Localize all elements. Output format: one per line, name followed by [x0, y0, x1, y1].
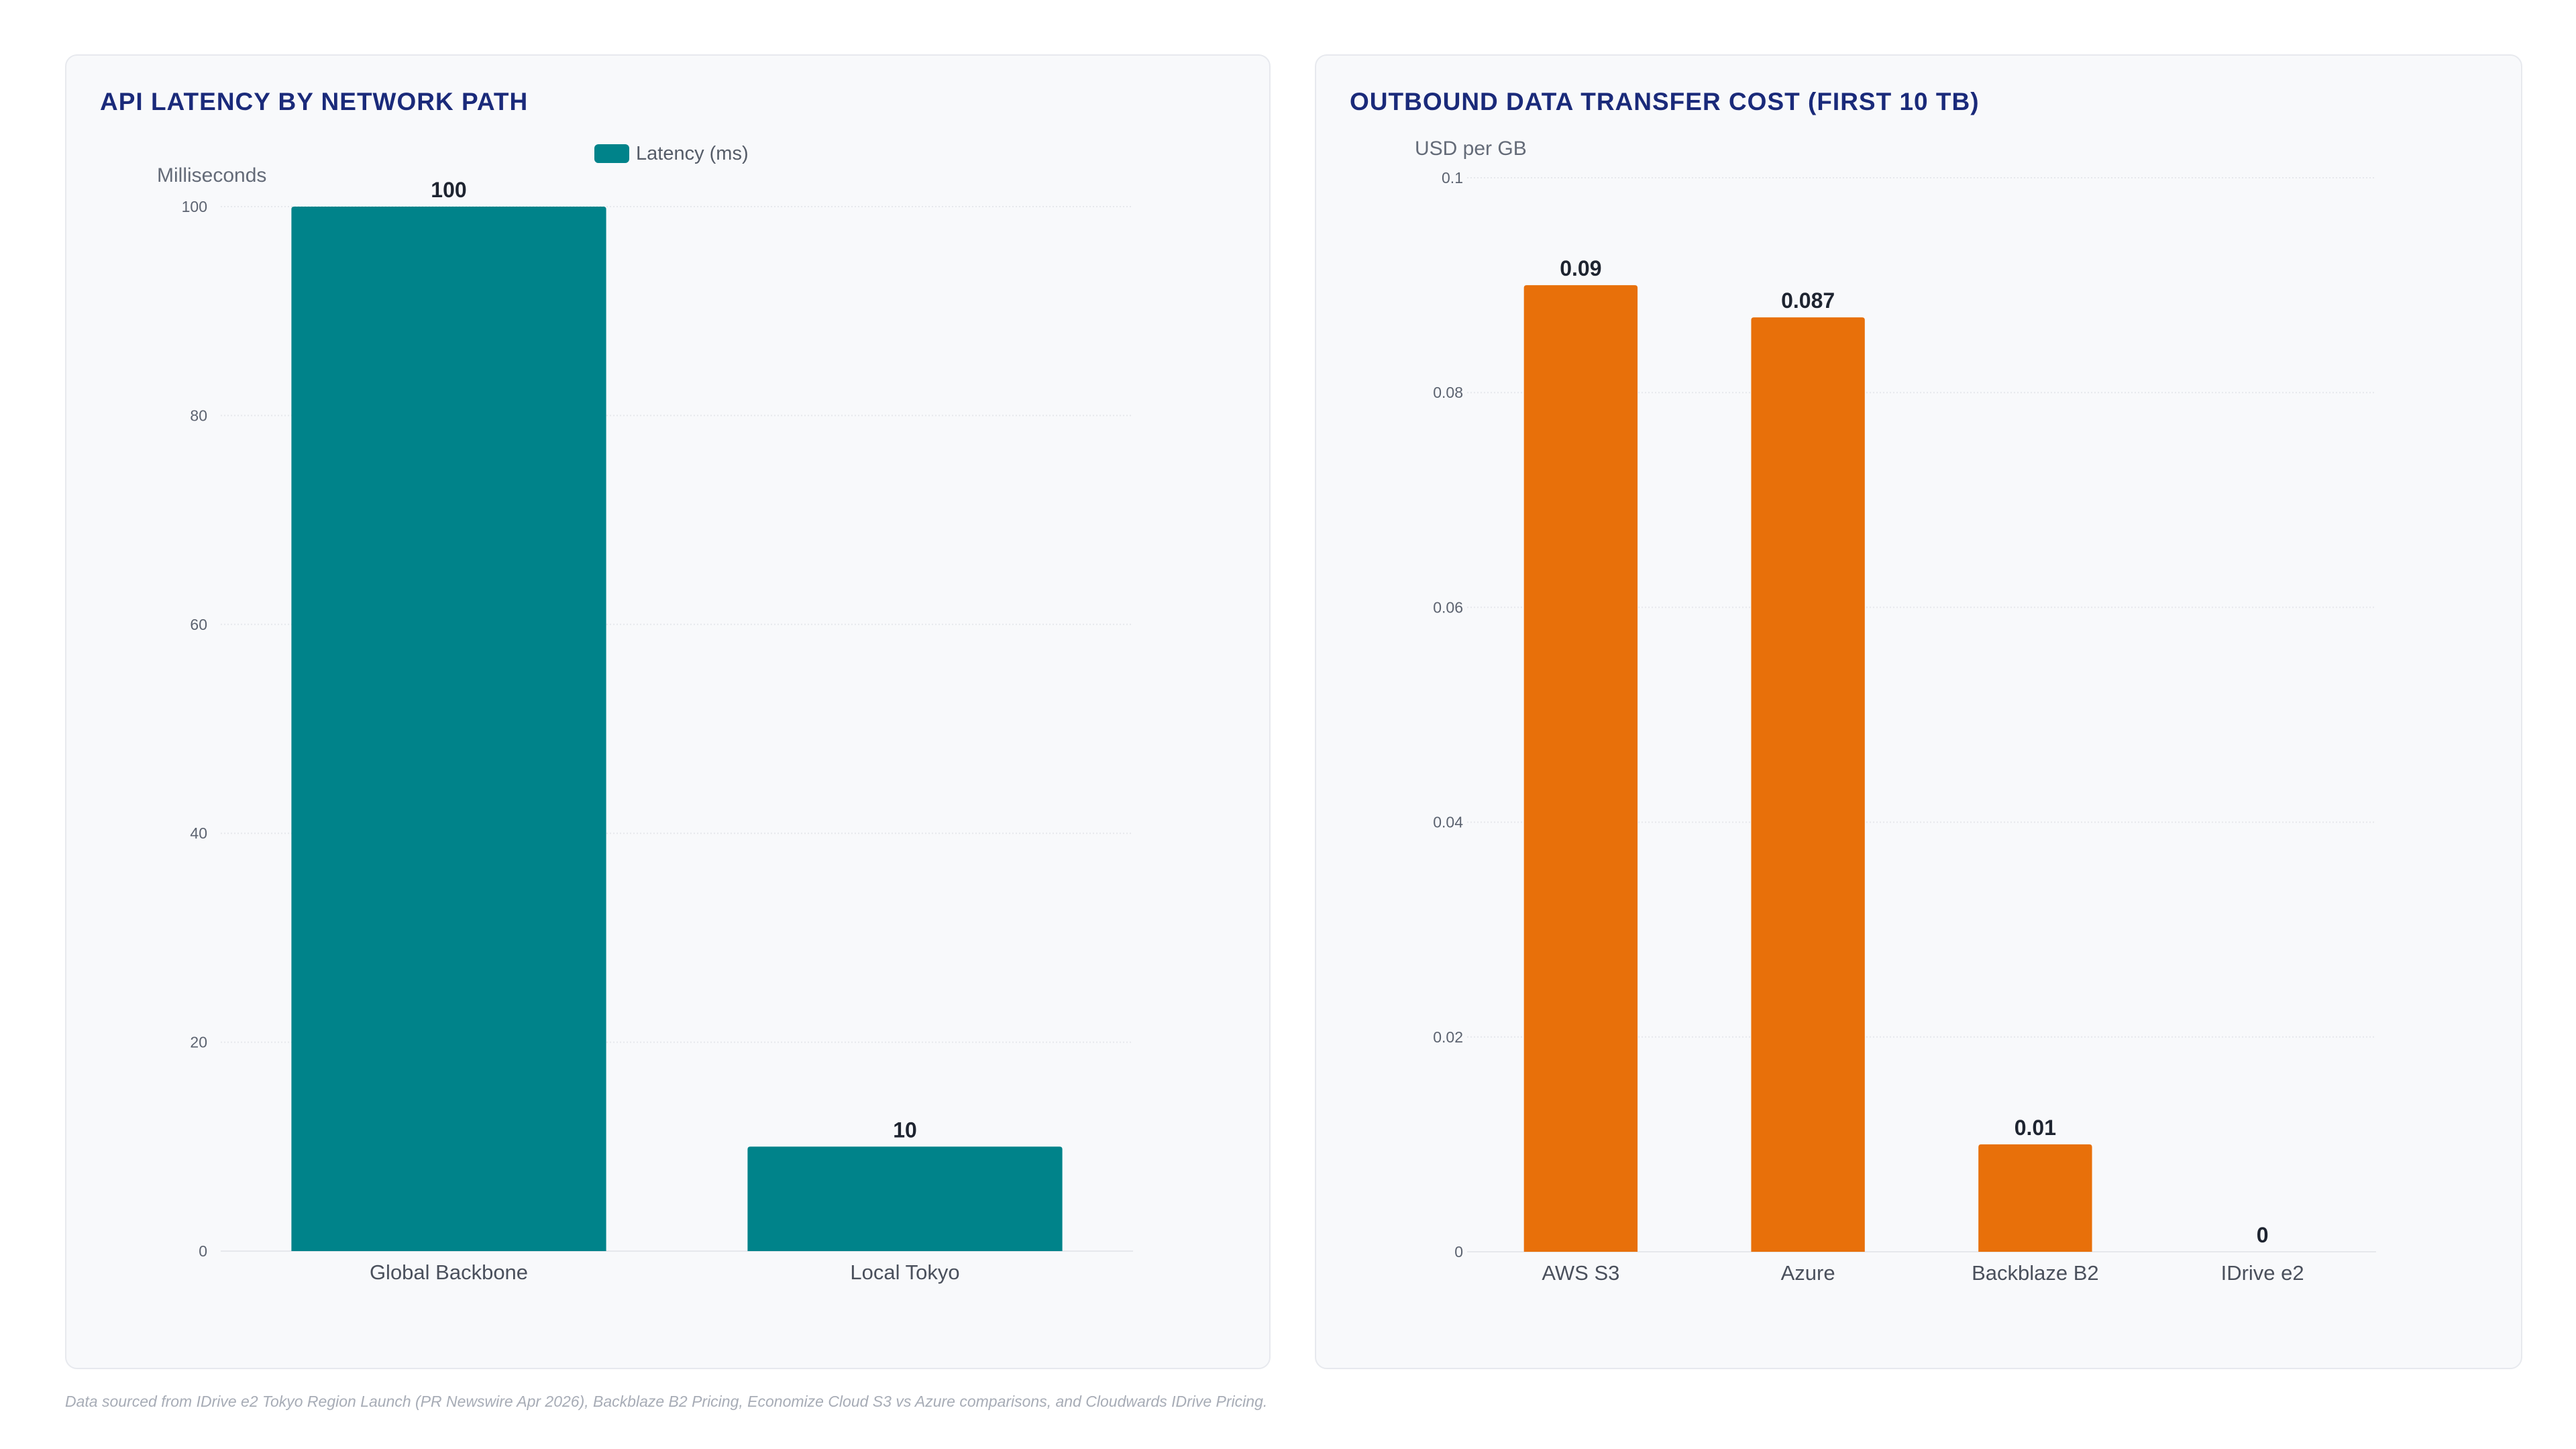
y-tick-label: 40: [190, 824, 207, 842]
bar-value-label: 100: [431, 178, 466, 202]
y-tick-label: 0.02: [1433, 1028, 1463, 1046]
bar: [1523, 285, 1638, 1252]
y-tick-label: 0.1: [1442, 169, 1463, 186]
cost-chart-panel: OUTBOUND DATA TRANSFER COST (FIRST 10 TB…: [1315, 54, 2522, 1369]
y-tick-label: 0.08: [1433, 384, 1463, 401]
legend-swatch: [594, 144, 629, 163]
x-tick-label: Backblaze B2: [1972, 1261, 2099, 1285]
bar-value-label: 0.09: [1560, 256, 1601, 280]
cost-chart-title: OUTBOUND DATA TRANSFER COST (FIRST 10 TB…: [1350, 88, 1980, 115]
y-tick-label: 0: [199, 1242, 207, 1260]
latency-chart-panel: API LATENCY BY NETWORK PATH 0 20 40 60 80 100…: [65, 54, 1271, 1369]
x-tick-label: AWS S3: [1542, 1261, 1619, 1285]
y-tick-label: 0.06: [1433, 598, 1463, 616]
bar-value-label: 0.01: [2015, 1116, 2056, 1140]
latency-chart: 0 20 40 60 80 100 Milliseconds Latency (ms) 100 G…: [157, 143, 1133, 1284]
bar-value-label: 10: [893, 1118, 917, 1142]
y-tick-label: 60: [190, 616, 207, 633]
y-tick-label: 0: [1454, 1243, 1463, 1260]
bar: [291, 207, 606, 1251]
bar: [1978, 1144, 2092, 1252]
legend-label: Latency (ms): [636, 143, 749, 164]
bar: [747, 1146, 1063, 1251]
bar-value-label: 0: [2257, 1223, 2269, 1247]
latency-chart-title: API LATENCY BY NETWORK PATH: [100, 88, 529, 115]
cost-chart: 0 0.02 0.04 0.06 0.08 0.1 USD per GB 0.09 AWS S3…: [1415, 138, 2376, 1285]
y-tick-label: 80: [190, 407, 207, 424]
y-axis-label: USD per GB: [1415, 138, 1527, 160]
y-tick-label: 100: [182, 198, 207, 215]
y-tick-label: 0.04: [1433, 814, 1463, 831]
x-tick-label: IDrive e2: [2221, 1261, 2304, 1285]
y-axis-label: Milliseconds: [157, 164, 266, 186]
data-source-footnote: Data sourced from IDrive e2 Tokyo Region…: [65, 1393, 1268, 1410]
x-tick-label: Local Tokyo: [850, 1260, 959, 1284]
x-tick-label: Global Backbone: [370, 1260, 528, 1284]
bar-value-label: 0.087: [1781, 288, 1835, 313]
x-tick-label: Azure: [1781, 1261, 1835, 1285]
y-tick-label: 20: [190, 1034, 207, 1051]
bar: [1751, 317, 1865, 1252]
